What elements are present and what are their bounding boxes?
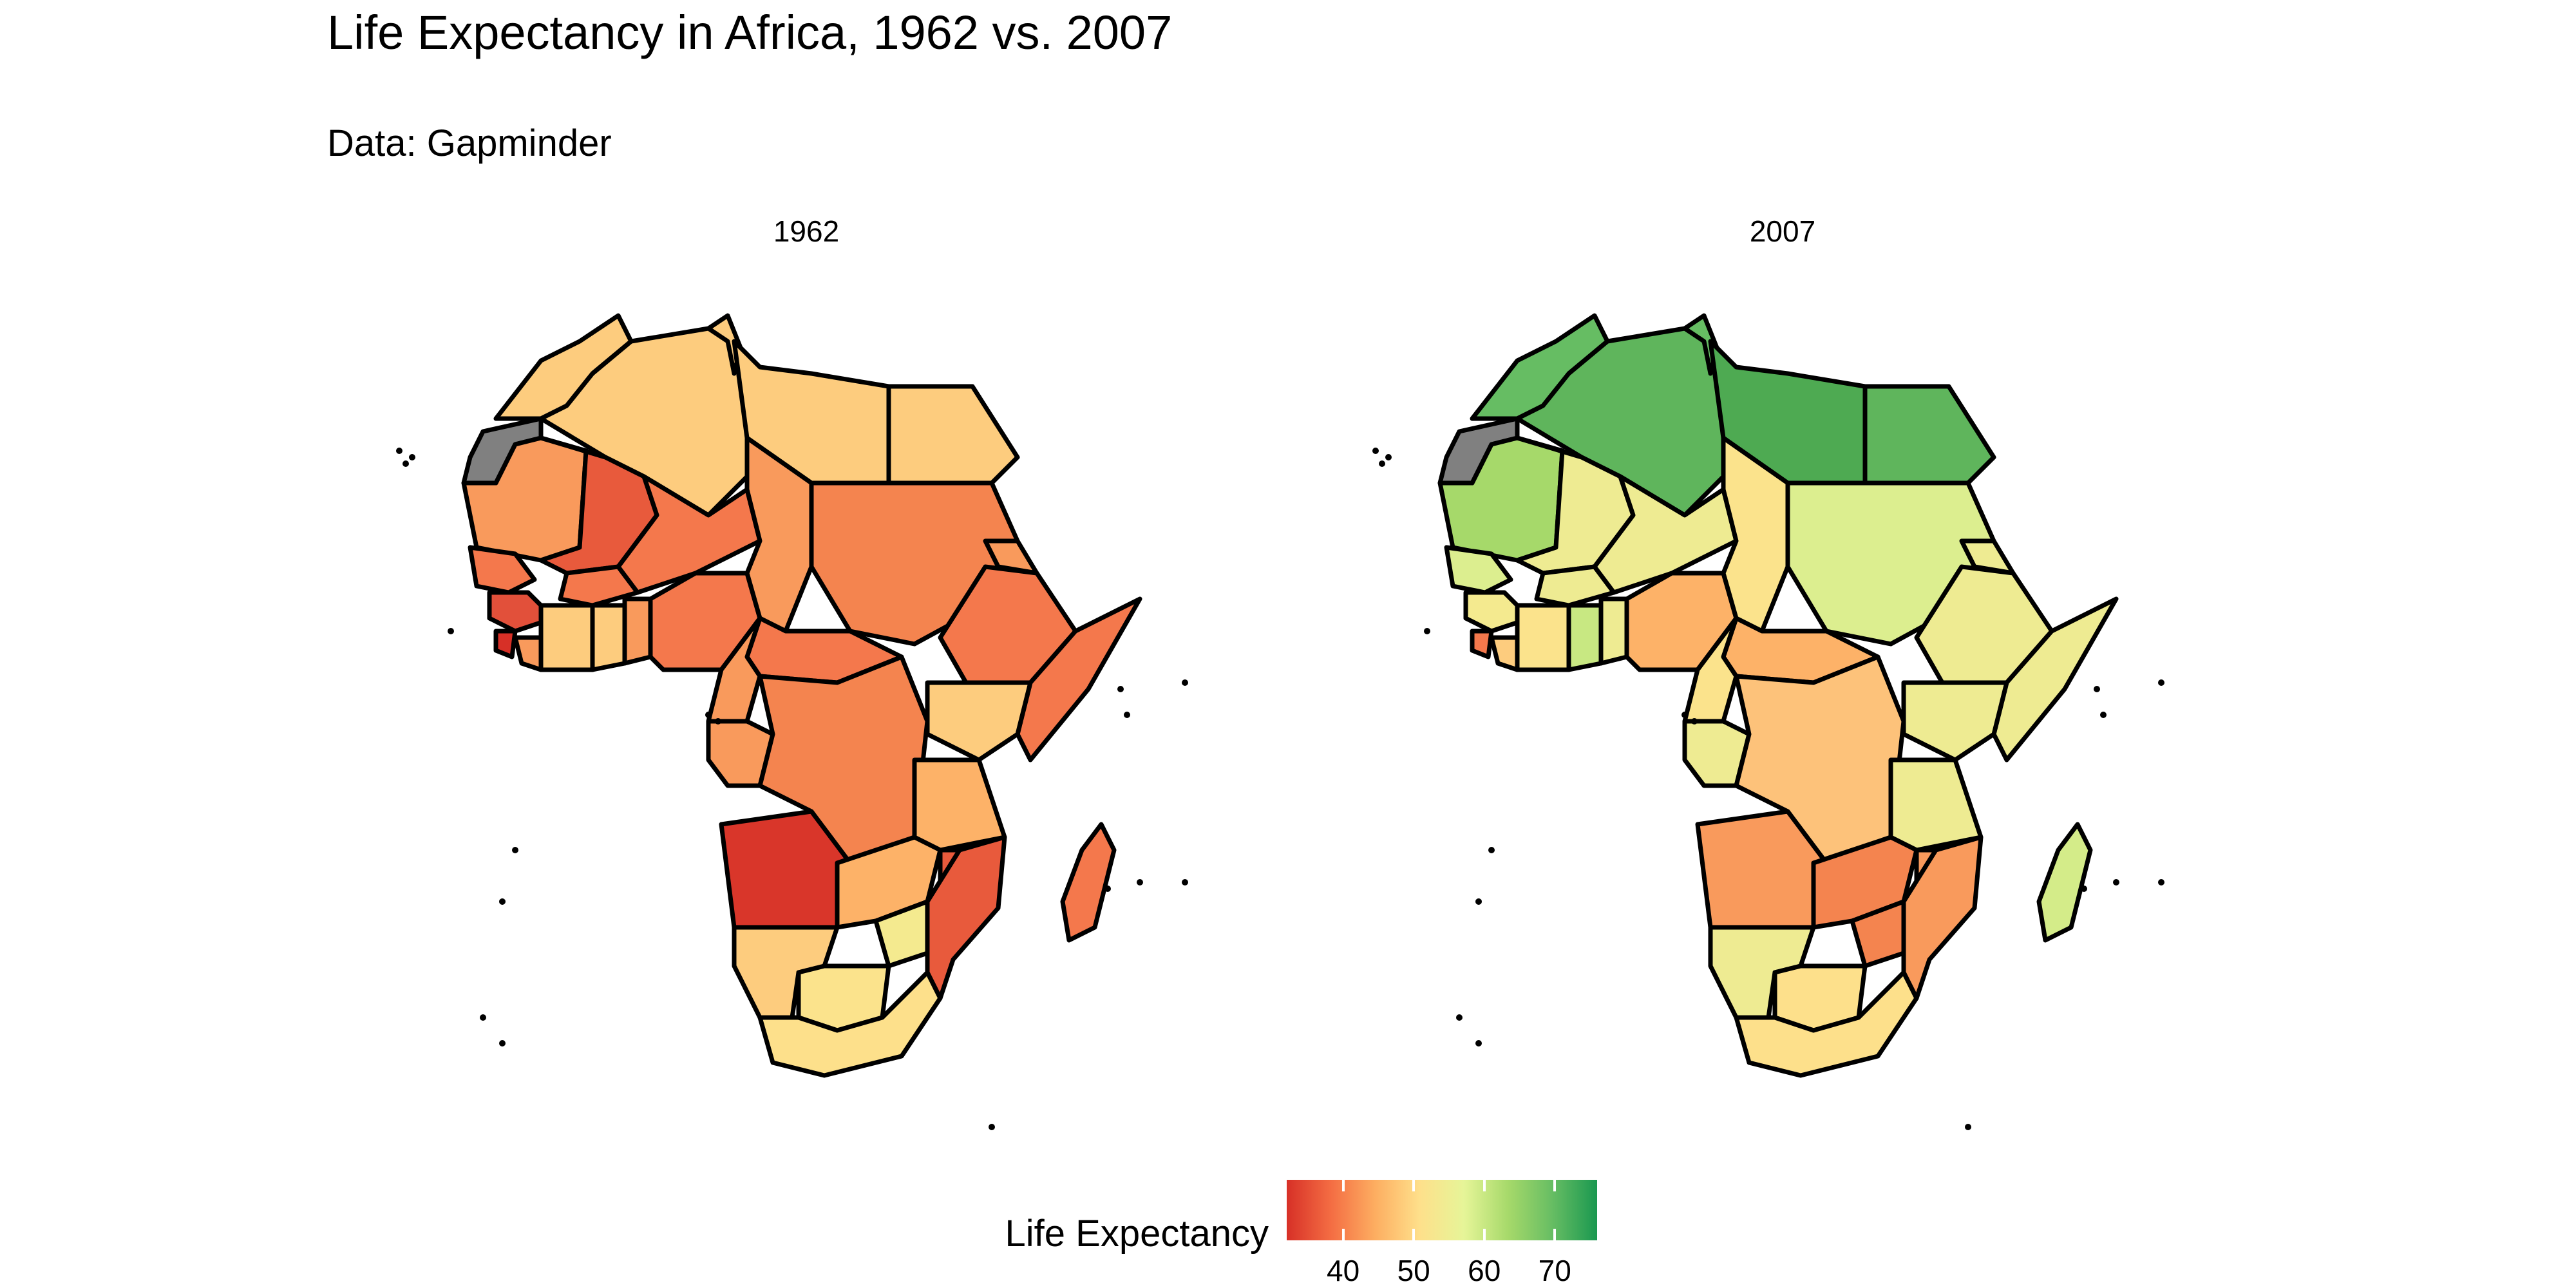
- country-namibia-2007: [1708, 925, 1816, 1020]
- island-16-2007: [1965, 1124, 1971, 1130]
- island-14-1962: [480, 1014, 486, 1021]
- country-togo-benin-1962: [622, 596, 653, 666]
- country-south-africa-1962: [757, 970, 943, 1078]
- country-uganda-kenya-1962: [925, 680, 1033, 762]
- country-sierra-leone-2007: [1470, 629, 1494, 659]
- island-0-2007: [1372, 448, 1379, 454]
- island-10-1962: [1104, 886, 1111, 892]
- country-burkina-faso-2007: [1534, 564, 1616, 608]
- island-12-1962: [1182, 879, 1188, 886]
- island-5-2007: [1475, 898, 1482, 905]
- page-title: Life Expectancy in Africa, 1962 vs. 2007: [327, 6, 1173, 59]
- country-madagascar-2007: [2036, 822, 2093, 943]
- island-6-1962: [705, 712, 712, 718]
- island-9-2007: [2100, 712, 2107, 718]
- island-16-1962: [989, 1124, 995, 1130]
- legend-tick-label: 50: [1397, 1254, 1430, 1287]
- legend-tick-label: 70: [1538, 1254, 1571, 1287]
- country-sierra-leone-1962: [493, 629, 518, 659]
- country-guinea-2007: [1463, 590, 1533, 634]
- legend-tick-mark: [1553, 1229, 1557, 1240]
- country-senegal-1962: [468, 545, 537, 595]
- island-2-2007: [1379, 460, 1385, 467]
- country-ivory-coast-1962: [538, 603, 595, 672]
- island-11-1962: [1137, 879, 1143, 886]
- legend-tick-mark: [1553, 1180, 1557, 1191]
- country-tanzania-1962: [912, 757, 1007, 853]
- legend-tick-label: 40: [1327, 1254, 1360, 1287]
- country-ghana-1962: [590, 603, 627, 672]
- island-7-1962: [715, 718, 721, 724]
- country-madagascar-1962: [1060, 822, 1117, 943]
- legend-colorbar: [1287, 1180, 1597, 1240]
- legend-tick-mark: [1412, 1229, 1416, 1240]
- legend-tick-mark: [1482, 1180, 1486, 1191]
- country-tanzania-2007: [1888, 757, 1984, 853]
- legend-title: Life Expectancy: [1005, 1213, 1269, 1255]
- page-subtitle: Data: Gapminder: [327, 122, 612, 164]
- island-15-2007: [1475, 1040, 1482, 1046]
- country-senegal-2007: [1444, 545, 1513, 595]
- panel-label-1962: 1962: [773, 214, 840, 248]
- island-1-2007: [1385, 454, 1392, 460]
- map-panel-2007: [1372, 313, 2164, 1130]
- country-ghana-2007: [1566, 603, 1604, 672]
- island-4-1962: [512, 847, 518, 853]
- country-togo-benin-2007: [1598, 596, 1629, 666]
- legend-tick-mark: [1341, 1180, 1345, 1191]
- legend-tick-mark: [1341, 1229, 1345, 1240]
- country-guinea-1962: [487, 590, 556, 634]
- island-10-2007: [2081, 886, 2087, 892]
- country-namibia-1962: [732, 925, 840, 1020]
- island-5-1962: [499, 898, 506, 905]
- island-9-1962: [1124, 712, 1130, 718]
- country-liberia-2007: [1489, 635, 1520, 672]
- island-8-1962: [1117, 686, 1124, 692]
- country-liberia-1962: [513, 635, 544, 672]
- island-3-2007: [1424, 628, 1430, 634]
- island-3-1962: [448, 628, 454, 634]
- country-burkina-faso-1962: [558, 564, 640, 608]
- island-1-1962: [409, 454, 415, 460]
- island-12-2007: [2158, 879, 2164, 886]
- island-4-2007: [1488, 847, 1495, 853]
- panel-label-2007: 2007: [1749, 214, 1816, 248]
- island-14-2007: [1456, 1014, 1463, 1021]
- country-egypt-1962: [886, 384, 1020, 486]
- island-0-1962: [396, 448, 402, 454]
- country-zimbabwe-1962: [873, 899, 930, 969]
- legend-tick-mark: [1482, 1229, 1486, 1240]
- country-zimbabwe-2007: [1850, 899, 1906, 969]
- island-13-1962: [1182, 679, 1188, 686]
- island-13-2007: [2158, 679, 2164, 686]
- island-6-2007: [1681, 712, 1688, 718]
- island-15-1962: [499, 1040, 506, 1046]
- map-panel-1962: [396, 313, 1188, 1130]
- legend-tick-label: 60: [1468, 1254, 1501, 1287]
- legend-tick-mark: [1412, 1180, 1416, 1191]
- island-11-2007: [2113, 879, 2119, 886]
- country-ivory-coast-2007: [1515, 603, 1571, 672]
- country-egypt-2007: [1862, 384, 1996, 486]
- island-8-2007: [2094, 686, 2100, 692]
- island-2-1962: [402, 460, 409, 467]
- country-south-africa-2007: [1734, 970, 1919, 1078]
- island-7-2007: [1691, 718, 1698, 724]
- country-uganda-kenya-2007: [1901, 680, 2009, 762]
